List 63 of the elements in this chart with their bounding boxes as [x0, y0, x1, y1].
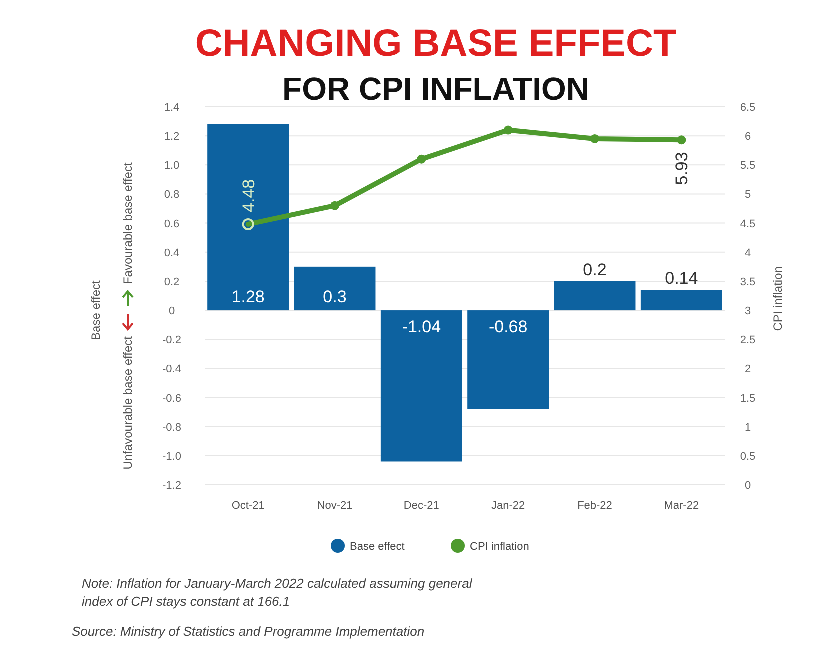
point	[504, 126, 513, 135]
y-tick-label: 0.8	[164, 189, 180, 202]
data-label: -1.04	[402, 318, 442, 337]
y2-tick-label: 4	[744, 247, 752, 260]
y-tick-label: 0	[168, 306, 176, 318]
data-label: 0.3	[323, 288, 347, 307]
y-tick-label: 0.2	[164, 276, 180, 288]
y-tick-label: -1.0	[162, 450, 182, 463]
bar	[468, 310, 550, 410]
y2-tick-label: 2.5	[740, 334, 756, 347]
data-label: 1.28	[232, 288, 265, 307]
y2-tick-label: 6	[744, 131, 752, 144]
x-tick-label: Feb-22	[578, 500, 612, 512]
y-tick-label: -0.8	[162, 422, 182, 434]
y2-tick-label: 6.5	[740, 102, 756, 114]
y-tick-label: -0.2	[162, 334, 182, 347]
data-label: 5.93	[672, 152, 692, 186]
y2-axis-title: CPI inflation	[771, 266, 785, 332]
y2-tick-label: 2	[744, 364, 752, 376]
point	[330, 201, 340, 210]
y2-tick-label: 1	[744, 422, 752, 434]
text: Favourable base effect	[121, 162, 135, 285]
y2-tick-label: 0.5	[740, 450, 756, 463]
x-tick-label: Mar-22	[664, 500, 700, 512]
y-tick-label: -1.2	[162, 480, 182, 492]
x-tick-label: Jan-22	[492, 500, 526, 512]
y2-tick-label: 0	[744, 480, 752, 492]
source-note: Source: Ministry of Statistics and Programme Implementation	[72, 624, 425, 639]
y2-tick-label: 1.5	[740, 392, 756, 405]
point	[590, 134, 600, 144]
y-tick-label: -0.4	[162, 364, 182, 376]
y-tick-label: 1.4	[164, 102, 180, 114]
bar	[554, 281, 636, 311]
point	[417, 154, 426, 164]
text: Unfavourable base effect	[121, 336, 135, 470]
y2-tick-label: 3	[744, 306, 752, 318]
y-axis-title: Base effect	[89, 280, 103, 340]
y-tick-label: -0.6	[162, 392, 182, 405]
bar	[294, 266, 376, 311]
x-tick-label: Oct-21	[232, 500, 265, 512]
y2-tick-label: 5.5	[740, 160, 756, 172]
bar	[208, 124, 290, 311]
chart-subtitle: FOR CPI INFLATION	[282, 71, 590, 107]
x-tick-label: Dec-21	[404, 500, 440, 512]
point	[677, 136, 686, 145]
y2-tick-label: 3.5	[740, 276, 756, 288]
legend-label: CPI inflation	[470, 541, 530, 553]
text: Note: Inflation for January-March 2022 calculated assuming general index of CPI stays constant at 166.1	[82, 576, 474, 609]
bar	[380, 310, 462, 462]
data-label: 0.14	[665, 269, 698, 288]
chart-title: CHANGING BASE EFFECT	[195, 23, 677, 65]
y-tick-label: 1.0	[164, 160, 180, 172]
bar	[640, 290, 722, 311]
legend-label: Base effect	[350, 541, 405, 553]
x-tick-label: Nov-21	[317, 500, 353, 512]
data-label: 4.48	[239, 179, 258, 212]
y-tick-label: 0.6	[164, 218, 180, 230]
y-tick-label: 1.2	[164, 131, 180, 144]
data-label: 0.2	[583, 260, 607, 280]
y2-tick-label: 4.5	[740, 218, 756, 230]
y-tick-label: 0.4	[164, 247, 180, 260]
y2-tick-label: 5	[744, 189, 752, 202]
data-label: -0.68	[488, 318, 528, 337]
